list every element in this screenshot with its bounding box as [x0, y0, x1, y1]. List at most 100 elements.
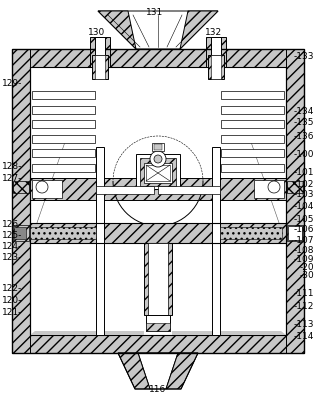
Text: 128-: 128- [2, 162, 22, 171]
Text: -101: -101 [294, 168, 314, 177]
Bar [288, 227, 302, 241]
Bar [221, 164, 284, 172]
Bar [254, 180, 284, 198]
Text: -100: -100 [294, 150, 314, 159]
Bar [144, 243, 172, 315]
Bar [221, 121, 284, 129]
Bar [96, 186, 154, 194]
Bar [32, 135, 95, 143]
Bar [30, 223, 286, 243]
Text: -112: -112 [294, 302, 314, 310]
Text: 125-: 125- [2, 230, 22, 239]
Text: -136: -136 [294, 132, 314, 141]
Bar [14, 227, 26, 239]
Bar [30, 178, 286, 200]
Bar [208, 56, 224, 80]
Bar [154, 145, 162, 151]
Bar [90, 38, 110, 68]
Text: 123-: 123- [2, 252, 22, 261]
Text: -135: -135 [294, 118, 314, 127]
Bar [287, 225, 303, 241]
Bar [92, 56, 108, 80]
Bar [12, 335, 304, 353]
Text: 130: 130 [88, 28, 105, 37]
Bar [32, 121, 95, 129]
Bar [136, 155, 180, 190]
Bar [148, 243, 168, 315]
Polygon shape [166, 353, 198, 389]
Text: 132: 132 [205, 28, 222, 37]
Bar [206, 38, 226, 68]
Text: -108: -108 [294, 245, 314, 254]
Text: 124-: 124- [2, 241, 22, 250]
Text: -111: -111 [294, 288, 314, 297]
Bar [32, 106, 95, 114]
Text: 126-: 126- [2, 219, 22, 228]
Bar [287, 182, 303, 194]
Text: -102: -102 [294, 179, 314, 188]
Bar [211, 56, 221, 80]
Bar [12, 50, 304, 68]
Text: -113: -113 [294, 320, 314, 328]
Bar [32, 150, 95, 158]
Text: 121-: 121- [2, 308, 22, 316]
Bar [146, 315, 170, 331]
Text: -133: -133 [294, 52, 314, 61]
Bar [146, 323, 170, 331]
Bar [221, 178, 284, 186]
Text: -107: -107 [294, 235, 314, 244]
Text: -106: -106 [294, 225, 314, 234]
Text: -114: -114 [294, 332, 314, 340]
Text: 120-: 120- [2, 296, 22, 304]
Text: -103: -103 [294, 190, 314, 199]
Polygon shape [98, 12, 136, 50]
Circle shape [150, 152, 166, 168]
Bar [221, 92, 284, 100]
Bar [211, 38, 221, 68]
Circle shape [36, 182, 48, 194]
Text: 127-: 127- [2, 174, 22, 183]
Polygon shape [118, 353, 150, 389]
Bar [30, 68, 286, 335]
Bar [286, 50, 304, 353]
Bar [158, 186, 220, 194]
Bar [221, 106, 284, 114]
Polygon shape [180, 12, 218, 50]
Text: -105: -105 [294, 214, 314, 223]
Text: -30: -30 [299, 270, 314, 279]
Circle shape [154, 156, 162, 164]
Bar [221, 135, 284, 143]
Bar [13, 182, 29, 194]
Bar [221, 150, 284, 158]
Bar [30, 223, 286, 243]
Bar [32, 164, 95, 172]
Bar [32, 92, 95, 100]
Text: 129-: 129- [2, 79, 22, 88]
Bar [152, 144, 164, 152]
Text: -104: -104 [294, 201, 314, 210]
Text: 122-: 122- [2, 284, 22, 292]
Bar [290, 227, 302, 239]
Bar [220, 227, 282, 239]
Bar [32, 178, 95, 186]
Bar [32, 180, 62, 198]
Bar [12, 50, 304, 353]
Bar [140, 159, 176, 186]
Bar [212, 148, 220, 335]
Bar [12, 50, 30, 353]
Bar [146, 166, 170, 182]
Text: -134: -134 [294, 107, 314, 116]
Polygon shape [172, 331, 286, 335]
Polygon shape [30, 331, 144, 335]
Bar [95, 38, 105, 68]
Bar [30, 227, 96, 239]
Bar [95, 56, 105, 80]
Bar [96, 148, 104, 335]
Polygon shape [98, 12, 218, 50]
Text: -109: -109 [294, 254, 314, 263]
Bar [13, 225, 29, 241]
Circle shape [268, 182, 280, 194]
Bar [144, 164, 172, 184]
Text: -20: -20 [299, 262, 314, 271]
Text: 116: 116 [149, 384, 167, 393]
